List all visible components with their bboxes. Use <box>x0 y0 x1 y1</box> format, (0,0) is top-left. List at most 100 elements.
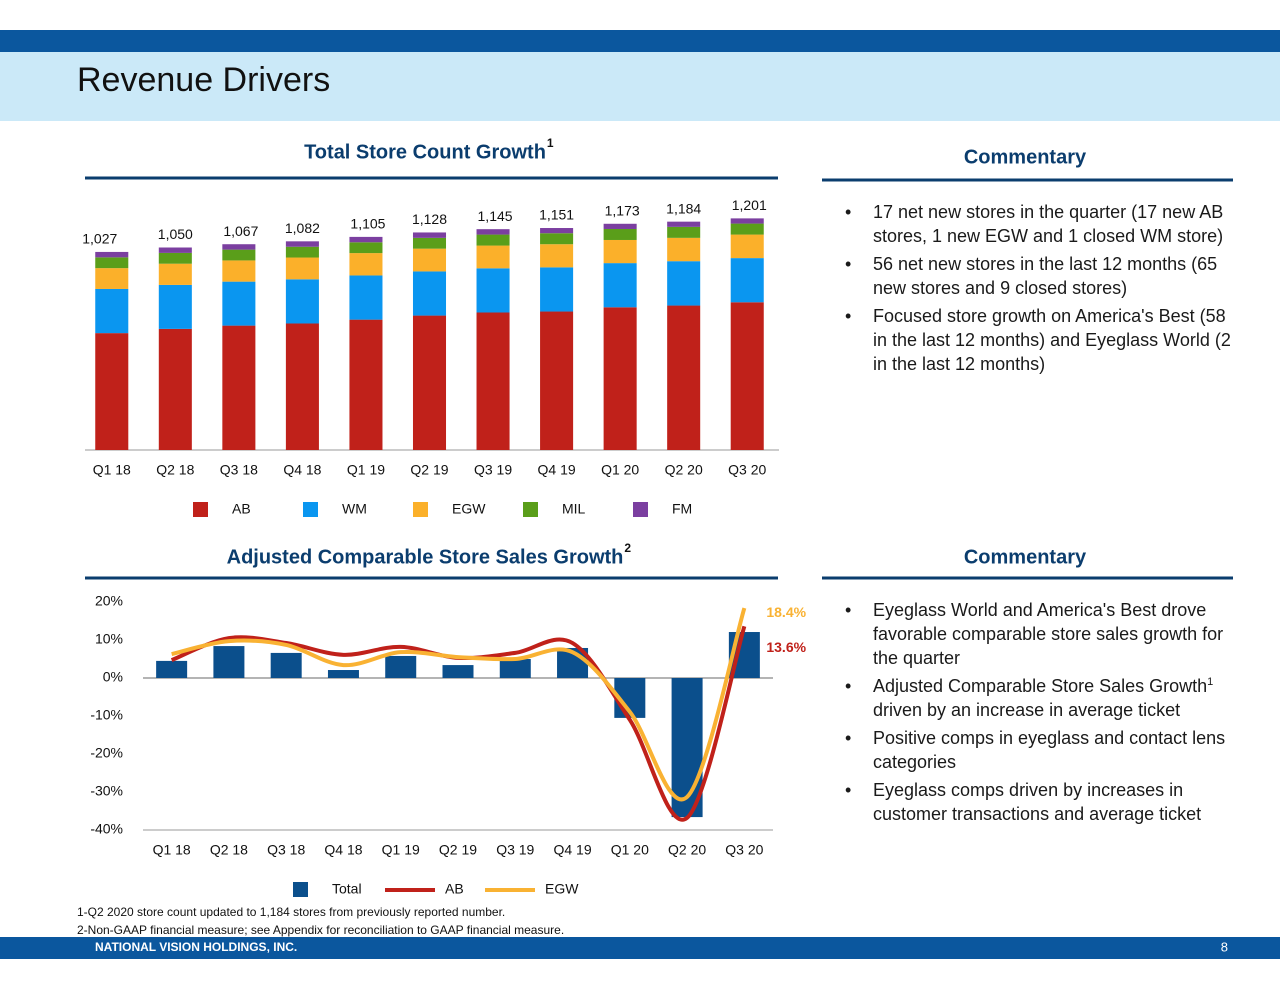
x-tick-label: Q1 19 <box>347 462 385 478</box>
bar-segment <box>603 223 637 229</box>
bar-segment <box>158 263 192 285</box>
bar-segment <box>222 244 256 250</box>
bar-segment <box>222 249 256 261</box>
x-tick-label: Q2 20 <box>668 842 706 858</box>
bullet: 56 net new stores in the last 12 months … <box>843 252 1238 300</box>
bullet-text: Eyeglass World and America's Best drove … <box>873 600 1224 668</box>
bar-segment <box>540 267 574 312</box>
chart-title: Total Store Count Growth <box>304 141 546 163</box>
bullet-text: Adjusted Comparable Store Sales Growth <box>873 676 1208 696</box>
bullet: Eyeglass World and America's Best drove … <box>843 598 1238 670</box>
bar-segment <box>95 268 129 289</box>
bar-segment <box>285 241 319 247</box>
y-tick-label: -30% <box>90 783 123 799</box>
bar-segment <box>412 248 447 272</box>
total-label: 1,105 <box>350 216 385 232</box>
total-label: 1,151 <box>539 207 574 223</box>
bar-segment <box>412 315 447 450</box>
x-tick-label: Q2 18 <box>156 462 194 478</box>
bullet: Focused store growth on America's Best (… <box>843 304 1238 376</box>
bar-segment <box>412 271 447 316</box>
footer-bar <box>0 937 1280 959</box>
x-tick-label: Q1 18 <box>93 462 131 478</box>
bar-segment <box>667 237 701 262</box>
bar-segment <box>540 233 574 245</box>
bullet-text: Positive comps in eyeglass and contact l… <box>873 728 1226 772</box>
bar-segment <box>158 284 192 329</box>
legend-label: EGW <box>452 501 486 517</box>
bar-segment <box>222 260 256 282</box>
value-label: 13.6% <box>766 639 806 655</box>
bar-segment <box>349 319 383 450</box>
bar-segment <box>285 323 319 450</box>
total-label: 1,067 <box>223 223 258 239</box>
bar-segment <box>667 226 701 238</box>
x-tick-label: Q4 18 <box>324 842 362 858</box>
x-tick-label: Q2 19 <box>410 462 448 478</box>
commentary-title: Commentary <box>964 546 1087 568</box>
legend-swatch <box>633 502 648 517</box>
bar <box>270 652 302 678</box>
legend-label: FM <box>672 501 692 517</box>
top-bar <box>0 30 1280 52</box>
y-tick-label: -10% <box>90 707 123 723</box>
bullet: Eyeglass comps driven by increases in cu… <box>843 778 1238 826</box>
total-label: 1,145 <box>478 208 513 224</box>
footnote: 2-Non-GAAP financial measure; see Append… <box>77 923 564 937</box>
bar-segment <box>667 221 701 227</box>
legend-label: EGW <box>545 881 579 897</box>
bar-segment <box>285 246 319 258</box>
bullet-text: driven by an increase in average ticket <box>873 700 1181 720</box>
bar <box>671 678 703 818</box>
x-tick-label: Q4 19 <box>538 462 576 478</box>
legend-swatch <box>413 502 428 517</box>
legend-swatch <box>193 502 208 517</box>
footnote-marker: 1 <box>547 136 554 150</box>
bar-segment <box>730 258 764 303</box>
bar-segment <box>603 307 637 450</box>
bar <box>499 659 531 678</box>
footnote-marker: 2 <box>624 541 631 555</box>
bar-segment <box>95 257 129 269</box>
bar-segment <box>540 244 574 268</box>
x-tick-label: Q4 19 <box>553 842 591 858</box>
bar-segment <box>603 239 637 264</box>
legend-label: Total <box>332 881 362 897</box>
bar-segment <box>95 288 129 334</box>
chart-title: Adjusted Comparable Store Sales Growth <box>227 546 624 568</box>
x-tick-label: Q3 19 <box>474 462 512 478</box>
line <box>171 607 747 802</box>
bar-segment <box>412 237 447 249</box>
bar-segment <box>222 281 256 326</box>
bar <box>156 660 188 678</box>
bar-segment <box>540 228 574 234</box>
total-label: 1,128 <box>412 211 447 227</box>
bar-segment <box>476 268 510 313</box>
bar-segment <box>667 261 701 306</box>
total-label: 1,173 <box>605 202 640 218</box>
x-tick-label: Q1 20 <box>601 462 639 478</box>
bar-segment <box>349 275 383 320</box>
legend-swatch <box>303 502 318 517</box>
bar-segment <box>603 228 637 240</box>
commentary: Eyeglass World and America's Best drove … <box>843 598 1238 830</box>
total-label: 1,184 <box>666 200 701 216</box>
bar <box>442 665 474 678</box>
bar-segment <box>158 328 192 450</box>
y-tick-label: -20% <box>90 745 123 761</box>
bullet-text: Eyeglass comps driven by increases in cu… <box>873 780 1202 824</box>
total-label: 1,050 <box>158 226 193 242</box>
y-tick-label: 0% <box>103 669 123 685</box>
bar <box>385 655 417 678</box>
bar-segment <box>603 263 637 308</box>
x-tick-label: Q1 20 <box>611 842 649 858</box>
bar-segment <box>285 257 319 280</box>
y-tick-label: 10% <box>95 631 123 647</box>
bar-segment <box>730 218 764 224</box>
x-tick-label: Q3 18 <box>220 462 258 478</box>
bar-segment <box>730 223 764 235</box>
bar-segment <box>730 234 764 259</box>
bar-segment <box>540 311 574 450</box>
